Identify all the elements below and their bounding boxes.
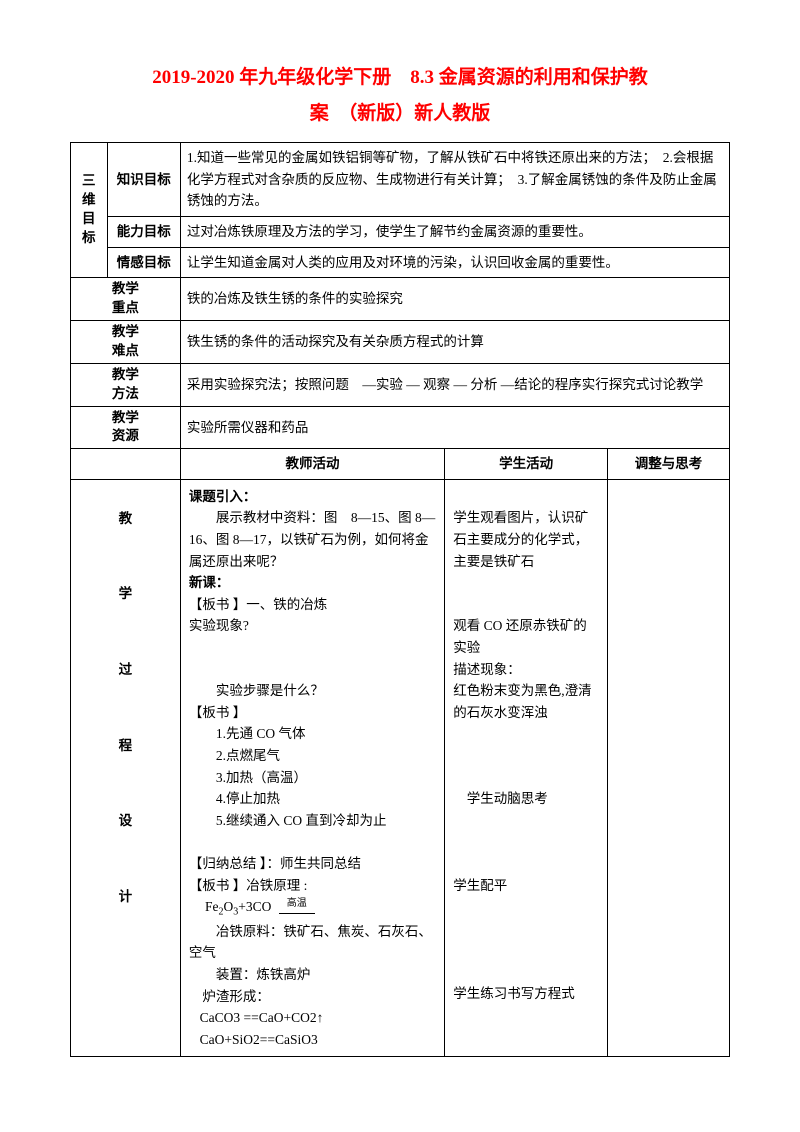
goals-label: 三维目标 (71, 143, 108, 278)
difficulty-content: 铁生锈的条件的活动探究及有关杂质方程式的计算 (180, 320, 729, 363)
step-3: 3.加热（高温） (189, 767, 436, 789)
knowledge-goals-label: 知识目标 (107, 143, 180, 217)
emotion-goals-content: 让学生知道金属对人类的应用及对环境的污染，认识回收金属的重要性。 (180, 247, 729, 278)
resource-label: 教学资源 (71, 406, 181, 449)
blackboard-2: 【板书 】 (189, 705, 246, 720)
teacher-activity-content: 课题引入： 展示教材中资料：图 8—15、图 8—16、图 8—17，以铁矿石为… (180, 479, 444, 1057)
exp-steps: 实验步骤是什么？ (189, 680, 436, 702)
title-line-2: 案 （新版）新人教版 (310, 103, 491, 124)
intro-text: 展示教材中资料：图 8—15、图 8—16、图 8—17，以铁矿石为例，如何将金… (189, 510, 435, 568)
chemical-equation-main: Fe2O3+3CO 高温 (189, 899, 319, 914)
document-title: 2019-2020 年九年级化学下册 8.3 金属资源的利用和保护教 案 （新版… (70, 60, 730, 132)
key-content: 铁的冶炼及铁生锈的条件的实验探究 (180, 278, 729, 321)
blackboard-3: 【板书 】冶铁原理 : (189, 878, 308, 893)
high-temp-condition: 高温 (279, 896, 315, 914)
process-label: 教学过程设计 (71, 479, 181, 1057)
student-2: 观看 CO 还原赤铁矿的实验 (453, 618, 587, 655)
step-5: 5.继续通入 CO 直到冷却为止 (189, 810, 436, 832)
resource-content: 实验所需仪器和药品 (180, 406, 729, 449)
student-5: 学生动脑思考 (453, 791, 548, 806)
title-line-1: 2019-2020 年九年级化学下册 8.3 金属资源的利用和保护教 (152, 67, 648, 88)
difficulty-label: 教学难点 (71, 320, 181, 363)
emotion-goals-label: 情感目标 (107, 247, 180, 278)
student-activity-content: 学生观看图片，认识矿石主要成分的化学式，主要是铁矿石 观看 CO 还原赤铁矿的实… (445, 479, 608, 1057)
method-content: 采用实验探究法；按照问题 —实验 — 观察 — 分析 —结论的程序实行探究式讨论… (180, 363, 729, 406)
exp-phenomenon: 实验现象? (189, 618, 249, 633)
ability-goals-content: 过对冶炼铁原理及方法的学习，使学生了解节约金属资源的重要性。 (180, 216, 729, 247)
student-1: 学生观看图片，认识矿石主要成分的化学式，主要是铁矿石 (453, 510, 588, 568)
step-4: 4.停止加热 (189, 788, 436, 810)
knowledge-goals-content: 1.知道一些常见的金属如铁铝铜等矿物，了解从铁矿石中将铁还原出来的方法； 2.会… (180, 143, 729, 217)
step-1: 1.先通 CO 气体 (189, 723, 436, 745)
student-6: 学生配平 (453, 878, 507, 893)
equation-2: CaO+SiO2==CaSiO3 (189, 1032, 318, 1047)
new-lesson-label: 新课： (189, 575, 230, 590)
ability-goals-label: 能力目标 (107, 216, 180, 247)
method-label: 教学方法 (71, 363, 181, 406)
key-label: 教学重点 (71, 278, 181, 321)
step-2: 2.点燃尾气 (189, 745, 436, 767)
student-7: 学生练习书写方程式 (453, 986, 575, 1001)
lesson-plan-table: 三维目标 知识目标 1.知道一些常见的金属如铁铝铜等矿物，了解从铁矿石中将铁还原… (70, 142, 730, 1057)
adjust-content (607, 479, 729, 1057)
summary: 【归纳总结 】：师生共同总结 (189, 856, 361, 871)
device: 装置：炼铁高炉 (189, 967, 311, 982)
equation-1: CaCO3 ==CaO+CO2↑ (189, 1010, 324, 1025)
student-3: 描述现象： (453, 662, 521, 677)
intro-label: 课题引入： (189, 489, 257, 504)
blackboard-1: 【板书 】一、铁的冶炼 (189, 597, 327, 612)
student-activity-header: 学生活动 (445, 449, 608, 480)
slag-label: 炉渣形成： (189, 989, 270, 1004)
student-4: 红色粉末变为黑色,澄清的石灰水变浑浊 (453, 683, 591, 720)
raw-materials: 冶铁原料：铁矿石、焦炭、石灰石、空气 (189, 924, 432, 961)
teacher-activity-header: 教师活动 (180, 449, 444, 480)
adjust-header: 调整与思考 (607, 449, 729, 480)
